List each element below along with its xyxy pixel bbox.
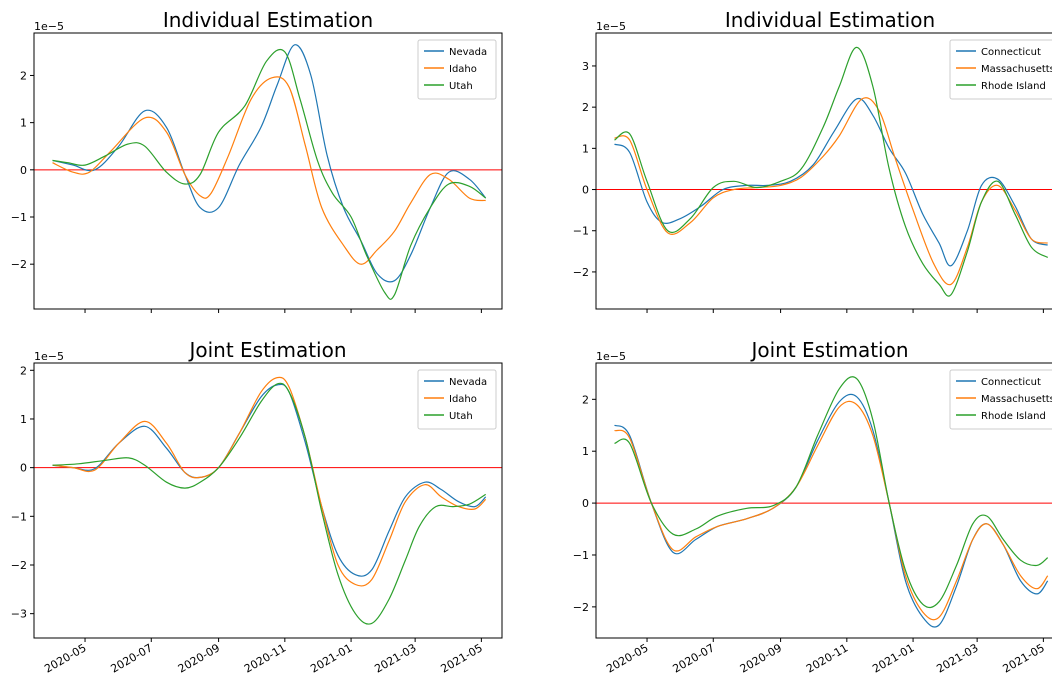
legend-label: Idaho — [449, 64, 477, 75]
series-line-rhode-island — [614, 46, 1049, 297]
legend-label: Rhode Island — [981, 411, 1046, 422]
legend-box — [417, 369, 497, 430]
axis-offset-label: 1e−5 — [34, 350, 64, 363]
x-tick-label: 2020-07 — [670, 641, 716, 675]
y-tick-label: 1 — [20, 413, 27, 426]
series-line-rhode-island — [614, 376, 1049, 609]
x-tick-label: 2020-05 — [604, 641, 650, 675]
series-line-connecticut — [614, 97, 1048, 267]
y-tick-label: 1 — [582, 142, 589, 155]
legend-box — [949, 369, 1052, 430]
series-line-idaho — [52, 76, 486, 265]
y-tick-label: −2 — [573, 266, 589, 279]
axes-frame — [33, 32, 503, 310]
chart-title: Individual Estimation — [163, 8, 373, 32]
y-tick-label: −2 — [11, 258, 27, 271]
y-tick-label: 2 — [20, 364, 27, 377]
y-tick-label: −1 — [573, 549, 589, 562]
x-tick-label: 2021-05 — [1001, 641, 1047, 675]
y-tick-label: 0 — [582, 184, 589, 197]
legend-label: Idaho — [449, 394, 477, 405]
legend-label: Nevada — [449, 377, 487, 388]
y-tick-label: 1 — [582, 445, 589, 458]
x-tick-label: 2021-01 — [308, 641, 354, 675]
y-tick-label: −3 — [11, 608, 27, 621]
y-tick-label: −1 — [573, 225, 589, 238]
axis-offset-label: 1e−5 — [34, 20, 64, 33]
legend-box — [417, 39, 497, 100]
x-tick-label: 2020-11 — [242, 641, 288, 675]
x-tick-label: 2021-05 — [439, 641, 485, 675]
legend-label: Massachusetts — [981, 394, 1052, 405]
x-tick-label: 2021-03 — [934, 641, 980, 675]
axes-frame — [595, 32, 1052, 310]
legend-label: Massachusetts — [981, 64, 1052, 75]
y-tick-label: 0 — [20, 164, 27, 177]
series-line-nevada — [52, 44, 487, 283]
y-tick-label: 2 — [20, 69, 27, 82]
legend-label: Utah — [449, 411, 473, 422]
legend: Connecticut Massachusetts Rhode Island — [949, 369, 1052, 430]
x-tick-label: 2020-09 — [176, 641, 222, 675]
legend: Connecticut Massachusetts Rhode Island — [949, 39, 1052, 100]
y-tick-label: 2 — [582, 393, 589, 406]
axis-offset-label: 1e−5 — [596, 20, 626, 33]
x-tick-label: 2021-01 — [870, 641, 916, 675]
series-line-utah — [52, 382, 487, 625]
axis-offset-label: 1e−5 — [596, 350, 626, 363]
legend-label: Connecticut — [981, 47, 1041, 58]
chart-panel-0: Individual Estimation 1e−5 −2 −1 0 1 2 Nevada Id… — [11, 8, 503, 313]
axes-frame — [595, 362, 1052, 639]
legend-label: Utah — [449, 81, 473, 92]
y-tick-label: 2 — [582, 101, 589, 114]
legend-label: Rhode Island — [981, 81, 1046, 92]
legend: Nevada Idaho Utah — [417, 39, 497, 100]
y-tick-label: 3 — [582, 60, 589, 73]
chart-panel-2: Joint Estimation 1e−5 −3 −2 −1 0 1 2 2020-05 2020… — [11, 338, 503, 676]
x-tick-label: 2020-11 — [804, 641, 850, 675]
legend: Nevada Idaho Utah — [417, 369, 497, 430]
chart-panel-3: Joint Estimation 1e−5 −2 −1 0 1 2 2020-05 2020-0… — [573, 338, 1052, 676]
chart-title: Individual Estimation — [725, 8, 935, 32]
series-line-massachusetts — [614, 400, 1049, 621]
chart-title: Joint Estimation — [749, 338, 908, 362]
series-line-utah — [52, 48, 487, 300]
axes-frame — [33, 362, 503, 639]
x-tick-label: 2020-07 — [108, 641, 154, 675]
x-tick-label: 2021-03 — [372, 641, 418, 675]
chart-panel-1: Individual Estimation 1e−5 −2 −1 0 1 2 3 Connect… — [573, 8, 1052, 313]
series-line-idaho — [52, 376, 487, 587]
series-line-massachusetts — [614, 97, 1048, 286]
y-tick-label: 0 — [20, 462, 27, 475]
x-tick-label: 2020-05 — [42, 641, 88, 675]
y-tick-label: −2 — [573, 601, 589, 614]
y-tick-label: −1 — [11, 510, 27, 523]
x-tick-label: 2020-09 — [738, 641, 784, 675]
y-tick-label: 0 — [582, 497, 589, 510]
legend-box — [949, 39, 1052, 100]
legend-label: Nevada — [449, 47, 487, 58]
y-tick-label: −2 — [11, 559, 27, 572]
y-tick-label: 1 — [20, 117, 27, 130]
chart-title: Joint Estimation — [187, 338, 346, 362]
y-tick-label: −1 — [11, 211, 27, 224]
legend-label: Connecticut — [981, 377, 1041, 388]
